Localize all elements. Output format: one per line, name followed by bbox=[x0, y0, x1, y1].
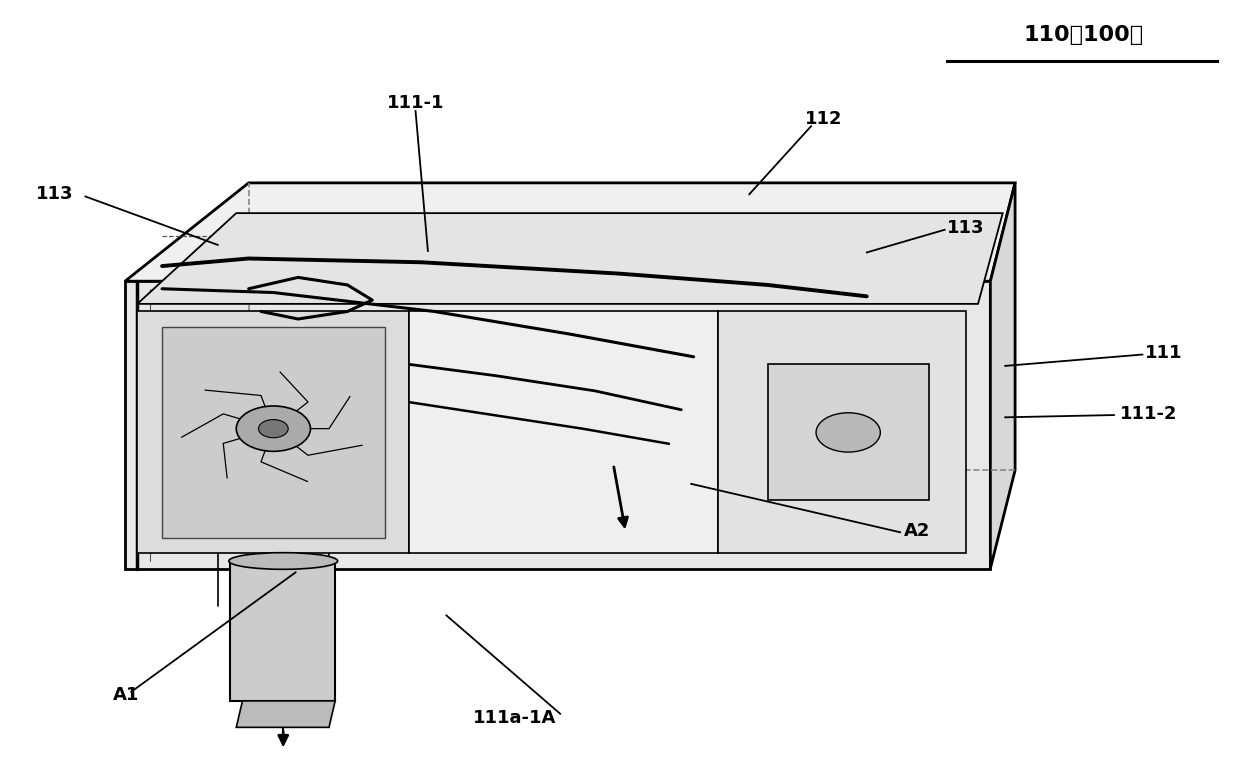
Circle shape bbox=[259, 420, 289, 438]
Text: 111-2: 111-2 bbox=[1120, 405, 1178, 423]
Text: 113: 113 bbox=[36, 185, 73, 203]
Bar bbox=[768, 364, 928, 500]
Ellipse shape bbox=[229, 553, 338, 569]
Text: A2: A2 bbox=[903, 521, 930, 540]
Polygon shape bbox=[719, 311, 965, 553]
Polygon shape bbox=[138, 311, 409, 553]
Bar bbox=[230, 561, 336, 701]
Polygon shape bbox=[237, 701, 336, 727]
Circle shape bbox=[817, 413, 881, 452]
Text: 113: 113 bbox=[947, 219, 985, 238]
Polygon shape bbox=[138, 213, 1002, 304]
Circle shape bbox=[237, 406, 311, 452]
Text: 112: 112 bbox=[804, 109, 843, 128]
Polygon shape bbox=[125, 183, 1015, 281]
Text: 111-1: 111-1 bbox=[387, 94, 445, 112]
Text: 111: 111 bbox=[1145, 344, 1182, 362]
Text: A1: A1 bbox=[113, 686, 139, 704]
Text: 111a-1A: 111a-1A bbox=[473, 710, 556, 727]
Polygon shape bbox=[990, 183, 1015, 568]
Polygon shape bbox=[125, 281, 990, 568]
Text: 110（100）: 110（100） bbox=[1023, 25, 1144, 46]
Polygon shape bbox=[162, 326, 384, 538]
Polygon shape bbox=[409, 311, 719, 553]
